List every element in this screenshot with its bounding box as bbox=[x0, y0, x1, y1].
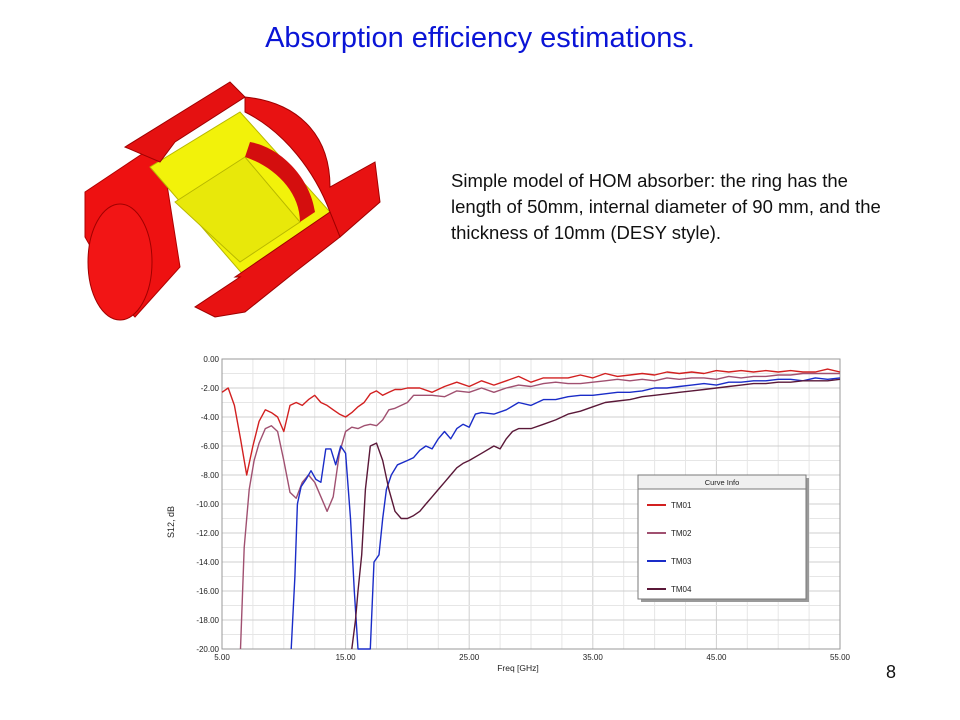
beampipe-upper-shell bbox=[123, 81, 246, 163]
x-tick-label: 35.00 bbox=[583, 653, 604, 662]
x-tick-label: 25.00 bbox=[459, 653, 480, 662]
y-tick-label: 0.00 bbox=[203, 355, 219, 364]
beampipe-lower-shell bbox=[194, 211, 341, 318]
beampipe-end-opening bbox=[87, 203, 153, 321]
beampipe-inner-wall bbox=[245, 142, 315, 222]
model-description: Simple model of HOM absorber: the ring h… bbox=[451, 170, 881, 243]
chart-series bbox=[221, 368, 841, 650]
y-tick-label: -10.00 bbox=[196, 500, 219, 509]
beampipe-right-shell bbox=[244, 96, 381, 238]
y-tick-label: -14.00 bbox=[196, 558, 219, 567]
slide-title: Absorption efficiency estimations. bbox=[265, 22, 695, 54]
y-tick-label: -4.00 bbox=[201, 413, 220, 422]
y-tick-label: -12.00 bbox=[196, 529, 219, 538]
x-tick-label: 45.00 bbox=[706, 653, 727, 662]
legend-entries: TM01 TM02 TM03 TM04 bbox=[647, 501, 692, 594]
legend-label: TM04 bbox=[671, 585, 692, 594]
legend-label: TM02 bbox=[671, 529, 692, 538]
plot-area-frame bbox=[221, 358, 841, 650]
x-axis-label: Freq [GHz] bbox=[497, 663, 539, 673]
hom-absorber-cutaway-model bbox=[84, 81, 381, 321]
y-tick-label: -6.00 bbox=[201, 442, 220, 451]
legend-title-bar bbox=[637, 474, 807, 490]
y-tick-label: -16.00 bbox=[196, 587, 219, 596]
legend: Curve Info TM01 TM02 TM03 TM04 bbox=[637, 474, 809, 602]
s12-chart: 0.00 -2.00 -4.00 -6.00 -8.00 -10.00 -12.00 -14.… bbox=[166, 355, 851, 673]
page-number: 8 bbox=[886, 662, 897, 682]
y-tick-label: -20.00 bbox=[196, 645, 219, 654]
x-tick-labels: 5.00 15.00 25.00 35.00 45.00 55.00 bbox=[214, 653, 850, 662]
y-tick-labels: 0.00 -2.00 -4.00 -6.00 -8.00 -10.00 -12.00 -14.… bbox=[196, 355, 219, 654]
y-tick-label: -8.00 bbox=[201, 471, 220, 480]
legend-label: TM01 bbox=[671, 501, 692, 510]
x-tick-label: 55.00 bbox=[830, 653, 851, 662]
y-tick-label: -18.00 bbox=[196, 616, 219, 625]
legend-box bbox=[637, 474, 807, 600]
x-tick-label: 5.00 bbox=[214, 653, 230, 662]
series-line-tm04 bbox=[351, 378, 841, 650]
series-line-tm01 bbox=[221, 368, 841, 476]
series-line-tm03 bbox=[290, 377, 841, 650]
legend-label: TM03 bbox=[671, 557, 692, 566]
y-tick-label: -2.00 bbox=[201, 384, 220, 393]
y-axis-label: S12, dB bbox=[166, 506, 176, 538]
legend-title: Curve Info bbox=[705, 478, 740, 487]
x-tick-label: 15.00 bbox=[336, 653, 357, 662]
